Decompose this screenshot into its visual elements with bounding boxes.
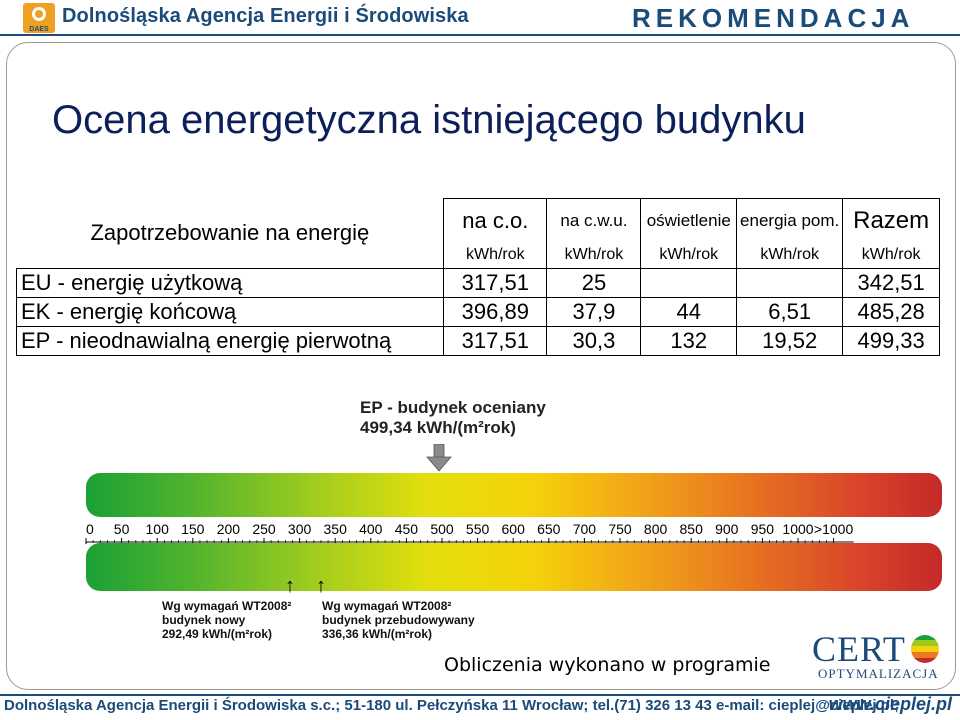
scale-tick-label: 900	[715, 521, 739, 537]
column-unit: kWh/rok	[546, 242, 642, 269]
ep-marker-label: EP - budynek oceniany 499,34 kWh/(m²rok)	[360, 398, 546, 438]
energy-scale-ticks: 0 50 100 150 200 250 300 350 400 450 500 550 600 650 7…	[85, 521, 854, 544]
requirement-line: Wg wymagań WT2008²	[322, 599, 452, 613]
table-cell: 317,51	[443, 326, 548, 356]
row-label: EK - energię końcową	[15, 297, 445, 327]
column-header: na c.w.u.	[546, 198, 642, 243]
scale-tick-label: 700	[573, 521, 597, 537]
column-header: oświetlenie	[640, 198, 738, 243]
scale-tick-label: 800	[644, 521, 668, 537]
footer-rule	[0, 694, 960, 696]
table-cell	[736, 268, 844, 298]
table-cell: 485,28	[842, 297, 940, 327]
daes-logo: DAES	[23, 3, 55, 33]
scale-tick-label: 550	[466, 521, 490, 537]
scale-tick-label: 350	[324, 521, 348, 537]
scale-tick-label: 50	[114, 521, 130, 537]
table-row: EK - energię końcową 396,89 37,9 44 6,51…	[15, 297, 940, 327]
table-cell	[640, 268, 738, 298]
column-header: na c.o.	[443, 198, 548, 243]
table-cell: 342,51	[842, 268, 940, 298]
row-label: EU - energię użytkową	[15, 268, 445, 298]
column-header: energia pom.	[736, 198, 844, 243]
table-cell: 25	[546, 268, 642, 298]
scale-tick-label: 650	[537, 521, 561, 537]
scale-tick-label: >1000	[814, 521, 854, 537]
table-cell: 132	[640, 326, 738, 356]
scale-tick-label: 1000	[782, 521, 813, 537]
table-cell: 499,33	[842, 326, 940, 356]
scale-tick-label: 750	[608, 521, 632, 537]
slide-title: Ocena energetyczna istniejącego budynku	[52, 98, 806, 142]
column-header-total: Razem	[842, 198, 940, 243]
table-cell: 19,52	[736, 326, 844, 356]
table-row: EU - energię użytkową 317,51 25 342,51	[15, 268, 940, 298]
row-label: EP - nieodnawialną energię pierwotną	[15, 326, 445, 356]
header-rule	[0, 34, 960, 36]
scale-tick-label: 850	[680, 521, 704, 537]
requirement-line: 292,49 kWh/(m²rok)	[162, 627, 273, 641]
cert-logo-text: CERT	[812, 629, 906, 669]
table-row: EP - nieodnawialną energię pierwotną 317…	[15, 326, 940, 356]
footer-contact: Dolnośląska Agencja Energii i Środowiska…	[4, 697, 900, 714]
daes-logo-text: DAES	[29, 26, 49, 33]
scale-tick-label: 0	[86, 521, 94, 537]
table-header-label: Zapotrzebowanie na energię	[90, 220, 370, 246]
scale-tick-label: 300	[288, 521, 312, 537]
arrow-up-icon: ↑	[285, 575, 295, 597]
scale-tick-label: 100	[146, 521, 170, 537]
cert-rainbow-icon	[911, 635, 939, 663]
scale-tick-label: 150	[181, 521, 205, 537]
section-title: REKOMENDACJA	[632, 3, 915, 33]
calculation-note: Obliczenia wykonano w programie	[444, 654, 771, 676]
requirement-line: budynek przebudowywany	[322, 613, 475, 627]
arrow-down-icon	[426, 444, 452, 472]
ep-marker-title: EP - budynek oceniany	[360, 398, 546, 417]
energy-scale-bar-bottom	[86, 543, 942, 591]
ep-marker-value: 499,34 kWh/(m²rok)	[360, 418, 516, 437]
scale-tick-label: 950	[751, 521, 775, 537]
table-cell: 37,9	[546, 297, 642, 327]
table-cell: 44	[640, 297, 738, 327]
footer-website: www.cieplej.pl	[828, 694, 952, 714]
requirement-line: 336,36 kWh/(m²rok)	[322, 627, 433, 641]
table-cell: 317,51	[443, 268, 548, 298]
table-cell: 30,3	[546, 326, 642, 356]
new-building-requirement: Wg wymagań WT2008² budynek nowy 292,49 k…	[162, 599, 291, 641]
scale-tick-label: 400	[359, 521, 383, 537]
scale-tick-label: 200	[217, 521, 241, 537]
requirement-line: budynek nowy	[162, 613, 246, 627]
scale-tick-label: 600	[502, 521, 526, 537]
rebuilt-building-requirement: Wg wymagań WT2008² budynek przebudowywan…	[322, 599, 475, 641]
column-unit: kWh/rok	[842, 242, 940, 269]
agency-title: Dolnośląska Agencja Energii i Środowiska	[62, 5, 469, 27]
table-cell: 6,51	[736, 297, 844, 327]
scale-tick-label: 250	[252, 521, 276, 537]
column-unit: kWh/rok	[640, 242, 738, 269]
arrow-up-icon: ↑	[316, 575, 326, 597]
energy-scale-bar-top	[86, 473, 942, 517]
requirement-line: Wg wymagań WT2008²	[162, 599, 292, 613]
header: DAES Dolnośląska Agencja Energii i Środo…	[0, 0, 960, 38]
column-unit: kWh/rok	[736, 242, 844, 269]
table-cell: 396,89	[443, 297, 548, 327]
energy-table: Zapotrzebowanie na energię na c.o. na c.…	[15, 198, 940, 356]
cert-logo-subtitle: OPTYMALIZACJA	[818, 666, 939, 681]
scale-tick-label: 500	[430, 521, 454, 537]
column-unit: kWh/rok	[443, 242, 548, 269]
scale-tick-label: 450	[395, 521, 419, 537]
